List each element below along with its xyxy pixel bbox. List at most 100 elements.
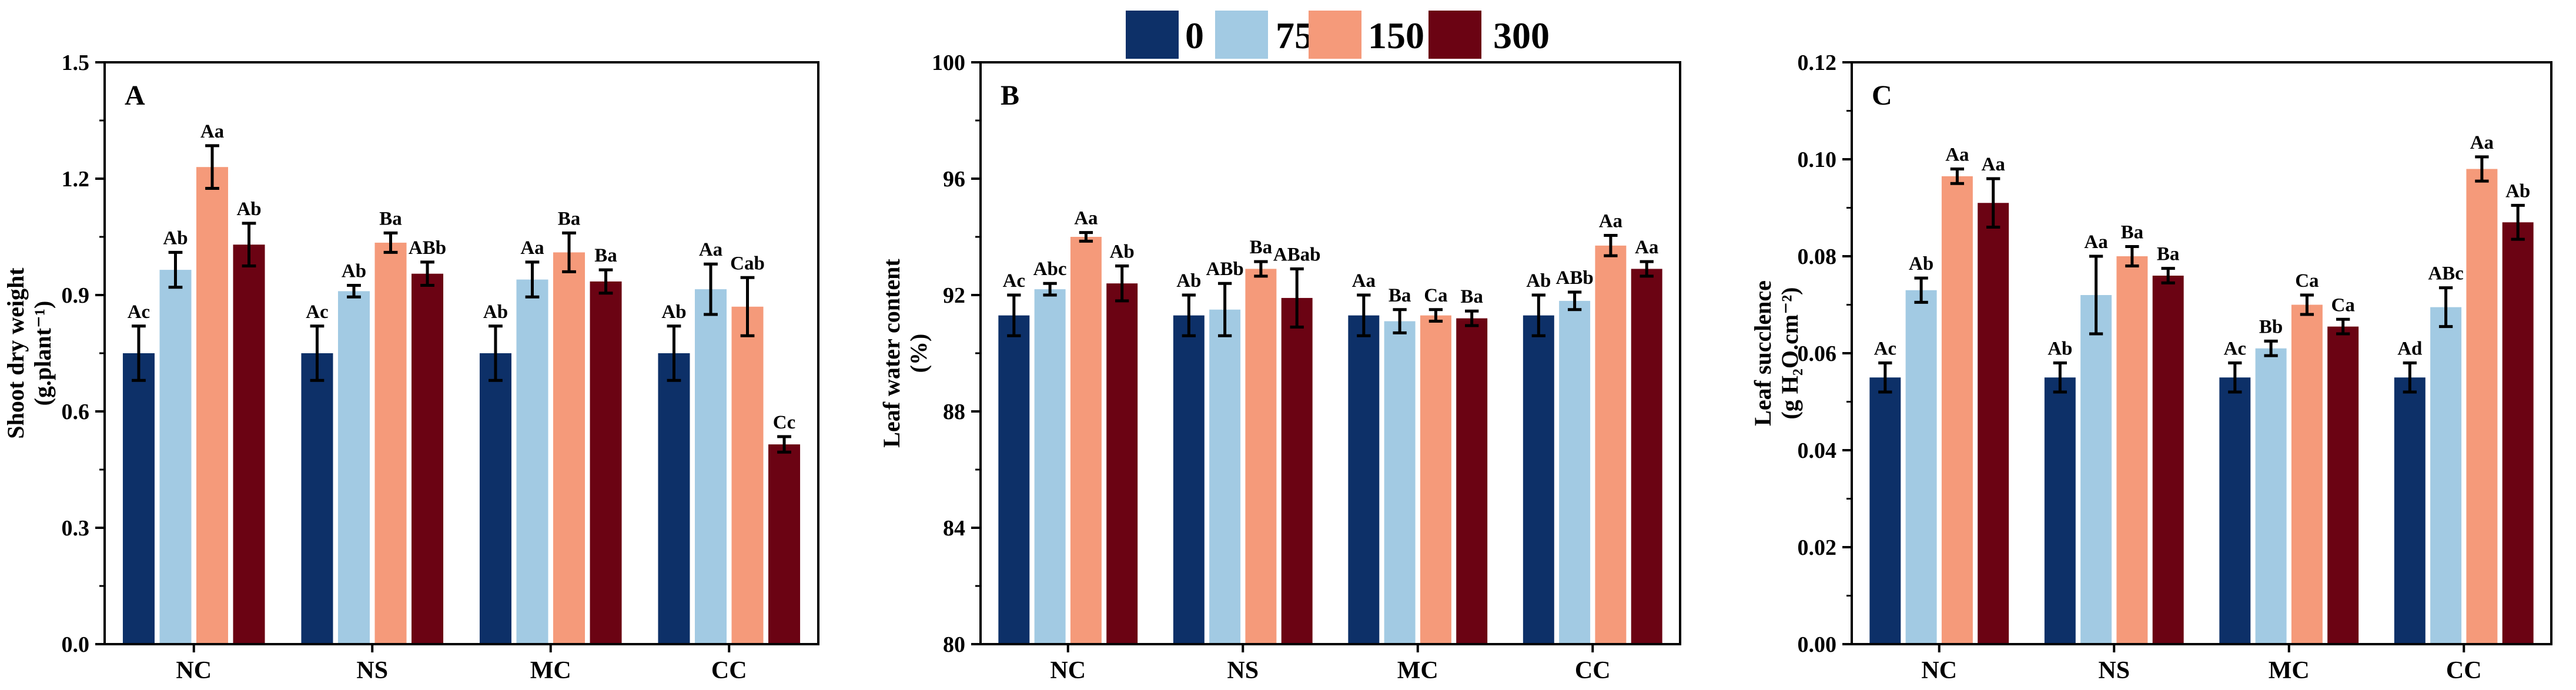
bar-label-A-CC-0: Ab xyxy=(661,302,686,323)
y-axis-title-B: Leaf water content xyxy=(878,259,905,448)
bar-A-MC-0 xyxy=(479,353,511,644)
bar-label-A-NS-75: Ab xyxy=(342,261,366,282)
y-tick-label-B-5: 100 xyxy=(932,51,965,75)
x-tick-label-B-NS: NS xyxy=(1227,657,1259,684)
error-bar-A-MC-75 xyxy=(525,260,540,299)
bar-label-A-MC-300: Ba xyxy=(594,245,617,266)
bar-label-B-MC-75: Ba xyxy=(1389,285,1411,306)
x-tick-label-A-CC: CC xyxy=(711,657,747,684)
bar-label-B-MC-0: Aa xyxy=(1352,270,1376,292)
error-bar-B-NS-0 xyxy=(1182,293,1196,337)
bar-C-NC-150 xyxy=(1941,176,1973,644)
error-bar-C-MC-300 xyxy=(2336,317,2350,336)
error-bar-C-CC-300 xyxy=(2511,203,2525,241)
bar-C-NS-150 xyxy=(2116,256,2148,644)
error-bar-B-CC-75 xyxy=(1567,290,1582,311)
x-tick-label-B-NC: NC xyxy=(1050,657,1086,684)
y-tick-label-C-3: 0.06 xyxy=(1798,341,1837,366)
bar-label-A-CC-75: Aa xyxy=(699,239,722,260)
bar-label-C-CC-75: ABc xyxy=(2428,263,2464,284)
y-tick-label-A-1: 0.3 xyxy=(62,516,90,541)
x-tick-label-C-MC: MC xyxy=(2269,657,2310,684)
bar-A-CC-75 xyxy=(694,289,727,645)
bar-B-MC-0 xyxy=(1348,315,1380,644)
bar-label-A-NS-150: Ba xyxy=(379,208,402,229)
error-bar-C-CC-75 xyxy=(2438,286,2453,329)
bar-label-C-NC-150: Aa xyxy=(1945,145,1969,166)
bar-label-A-CC-300: Cc xyxy=(773,412,795,433)
error-bar-C-CC-0 xyxy=(2403,361,2417,394)
legend-swatch-300 xyxy=(1428,11,1481,59)
y-tick-label-A-4: 1.2 xyxy=(62,167,90,192)
x-tick-label-C-NS: NS xyxy=(2098,657,2130,684)
error-bar-B-MC-0 xyxy=(1357,293,1371,337)
bar-label-C-NS-75: Aa xyxy=(2084,232,2107,253)
y-tick-label-A-0: 0.0 xyxy=(62,632,90,657)
bar-label-C-MC-300: Ca xyxy=(2331,294,2355,316)
bar-label-C-MC-150: Ca xyxy=(2295,270,2319,292)
bar-label-B-CC-75: ABb xyxy=(1556,267,1594,289)
bar-label-B-NC-150: Aa xyxy=(1074,208,1098,229)
bar-C-NC-300 xyxy=(1978,203,2009,644)
y-tick-label-C-5: 0.10 xyxy=(1798,148,1837,172)
legend-label-0: 0 xyxy=(1185,15,1204,56)
error-bar-B-CC-150 xyxy=(1604,234,1618,257)
plot-frame-B xyxy=(979,61,1681,645)
error-bar-A-NC-0 xyxy=(132,324,146,382)
bar-label-B-CC-300: Aa xyxy=(1635,237,1658,258)
bar-label-A-NS-300: ABb xyxy=(409,237,446,259)
bar-B-NS-150 xyxy=(1245,269,1277,644)
bar-label-B-NC-300: Ab xyxy=(1110,242,1135,263)
bar-label-A-MC-0: Ab xyxy=(483,302,508,323)
bar-label-A-NC-75: Ab xyxy=(163,227,188,249)
error-bar-C-MC-150 xyxy=(2300,293,2314,316)
error-bar-A-CC-150 xyxy=(740,276,755,337)
bar-A-NC-75 xyxy=(159,270,192,645)
bar-A-MC-150 xyxy=(553,252,586,644)
error-bar-C-NS-0 xyxy=(2053,361,2067,394)
y-tick-label-C-4: 0.08 xyxy=(1798,244,1837,269)
y-tick-label-B-4: 96 xyxy=(943,167,965,192)
error-bar-B-NS-150 xyxy=(1254,260,1268,278)
bar-A-NC-150 xyxy=(196,167,229,644)
x-tick-label-A-NS: NS xyxy=(356,657,388,684)
error-bar-A-NC-300 xyxy=(242,222,256,267)
bar-C-NS-0 xyxy=(2044,377,2076,644)
y-axis-unit-C: (g H₂O.cm⁻²) xyxy=(1777,287,1803,419)
bar-B-NS-300 xyxy=(1281,297,1313,644)
bar-B-NC-300 xyxy=(1106,283,1138,644)
bar-B-CC-0 xyxy=(1523,315,1554,644)
y-axis-title-A: Shoot dry weight xyxy=(2,267,29,439)
bar-label-C-MC-0: Ac xyxy=(2224,339,2246,360)
error-bar-C-NC-75 xyxy=(1914,276,1928,304)
panel-letter-A: A xyxy=(125,80,145,111)
error-bar-A-NC-75 xyxy=(168,250,183,289)
error-bar-C-NS-150 xyxy=(2125,245,2139,267)
bar-label-B-NS-0: Ab xyxy=(1176,270,1201,292)
x-tick-label-B-MC: MC xyxy=(1397,657,1438,684)
bar-C-NS-300 xyxy=(2152,276,2184,644)
bar-C-MC-300 xyxy=(2327,326,2359,644)
error-bar-B-MC-150 xyxy=(1428,308,1443,323)
bar-A-MC-75 xyxy=(516,279,548,645)
bar-label-B-CC-0: Ab xyxy=(1526,270,1551,292)
error-bar-A-MC-300 xyxy=(598,268,613,295)
bar-B-NC-150 xyxy=(1070,237,1102,644)
legend-swatch-150 xyxy=(1309,11,1361,59)
y-tick-label-C-1: 0.02 xyxy=(1798,535,1837,560)
bar-C-CC-150 xyxy=(2466,169,2498,644)
legend-swatch-75 xyxy=(1215,11,1268,59)
error-bar-A-MC-150 xyxy=(562,231,576,273)
x-tick-label-C-CC: CC xyxy=(2446,657,2482,684)
bar-A-NS-150 xyxy=(374,242,407,644)
error-bar-B-NC-300 xyxy=(1115,264,1129,303)
bar-label-B-MC-150: Ca xyxy=(1424,285,1447,306)
y-tick-label-B-3: 92 xyxy=(943,283,965,308)
bar-C-CC-75 xyxy=(2430,307,2462,644)
panel-C: Ac Ab Aa Aa NC Ab Aa Ba Ba NS Ac Bb Ca Ca MC Ad ABc Aa Ab C… xyxy=(1749,51,2552,684)
error-bar-B-NC-75 xyxy=(1043,282,1057,297)
x-tick-label-B-CC: CC xyxy=(1575,657,1611,684)
bar-label-A-MC-150: Ba xyxy=(558,208,581,229)
error-bar-B-MC-300 xyxy=(1465,309,1479,327)
error-bar-C-NS-75 xyxy=(2089,254,2103,336)
